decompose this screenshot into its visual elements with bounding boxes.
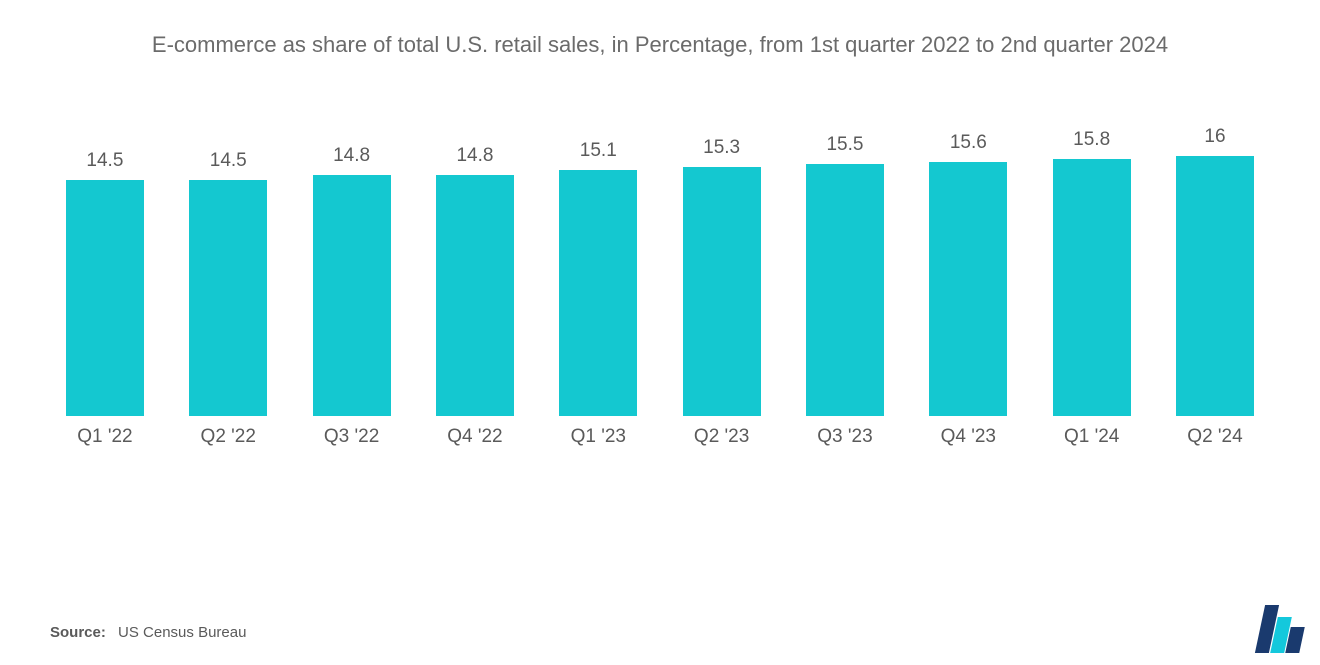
bar-group: 15.5	[790, 134, 900, 416]
source-row: Source: US Census Bureau	[50, 624, 246, 641]
category-label: Q3 '22	[297, 426, 407, 448]
bar	[806, 164, 884, 416]
category-label: Q1 '22	[50, 426, 160, 448]
source-text: US Census Bureau	[118, 624, 246, 641]
bar-group: 14.8	[297, 145, 407, 416]
chart-area: 14.5 14.5 14.8 14.8 15.1 15.3 15.5 15.6 15.8 16 Q…	[40, 111, 1280, 481]
bar	[929, 162, 1007, 416]
bar-value-label: 15.8	[1073, 129, 1110, 151]
bar	[189, 180, 267, 416]
category-label: Q2 '23	[667, 426, 777, 448]
bar-value-label: 15.3	[703, 137, 740, 159]
category-label: Q2 '22	[173, 426, 283, 448]
bar	[683, 167, 761, 416]
bar-group: 14.5	[50, 150, 160, 416]
source-label: Source:	[50, 624, 106, 641]
bar-group: 14.8	[420, 145, 530, 416]
category-label: Q4 '22	[420, 426, 530, 448]
bar-value-label: 15.5	[826, 134, 863, 156]
category-label: Q2 '24	[1160, 426, 1270, 448]
category-label: Q1 '23	[543, 426, 653, 448]
bar-value-label: 16	[1204, 126, 1225, 148]
bar	[313, 175, 391, 416]
bar-group: 15.3	[667, 137, 777, 416]
category-label: Q1 '24	[1037, 426, 1147, 448]
bar	[436, 175, 514, 416]
bar-group: 16	[1160, 126, 1270, 416]
chart-title: E-commerce as share of total U.S. retail…	[135, 30, 1185, 61]
bar-value-label: 14.5	[86, 150, 123, 172]
bar-value-label: 14.5	[210, 150, 247, 172]
bar-value-label: 14.8	[456, 145, 493, 167]
bar-group: 14.5	[173, 150, 283, 416]
bar-group: 15.1	[543, 140, 653, 415]
category-label: Q4 '23	[913, 426, 1023, 448]
bar-group: 15.8	[1037, 129, 1147, 416]
labels-container: Q1 '22 Q2 '22 Q3 '22 Q4 '22 Q1 '23 Q2 '23 Q3 '…	[40, 416, 1280, 448]
bar	[1176, 156, 1254, 416]
bar-group: 15.6	[913, 132, 1023, 416]
bar	[1053, 159, 1131, 416]
bar-value-label: 15.1	[580, 140, 617, 162]
bar-value-label: 14.8	[333, 145, 370, 167]
bar	[66, 180, 144, 416]
category-label: Q3 '23	[790, 426, 900, 448]
bars-container: 14.5 14.5 14.8 14.8 15.1 15.3 15.5 15.6 15.8 16	[40, 111, 1280, 416]
bar-value-label: 15.6	[950, 132, 987, 154]
bar	[559, 170, 637, 415]
brand-logo-icon	[1260, 605, 1302, 653]
